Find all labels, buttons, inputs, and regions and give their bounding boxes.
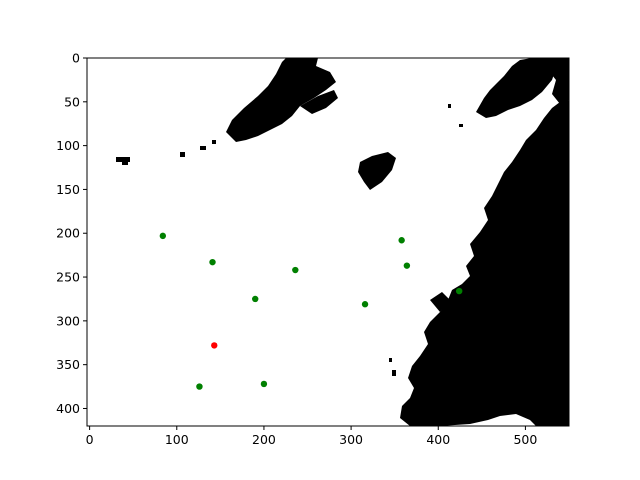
data-point <box>403 262 411 269</box>
data-point <box>196 383 203 390</box>
background-mask-image <box>116 58 569 426</box>
x-tick-label: 200 <box>252 432 276 447</box>
data-point <box>159 232 167 240</box>
data-points <box>159 232 463 390</box>
y-tick-label: 350 <box>56 357 80 372</box>
data-point <box>361 301 369 308</box>
x-axis: 0 100 200 300 400 500 <box>86 426 537 447</box>
x-tick-label: 0 <box>86 432 94 447</box>
data-point <box>209 258 216 266</box>
y-tick-label: 250 <box>56 270 80 285</box>
x-tick-label: 500 <box>513 432 537 447</box>
data-point <box>292 266 299 274</box>
y-tick-label: 200 <box>56 226 80 241</box>
data-point <box>252 295 259 303</box>
data-point <box>455 287 463 295</box>
y-tick-label: 100 <box>56 138 80 153</box>
x-tick-label: 100 <box>165 432 189 447</box>
y-tick-label: 300 <box>56 313 80 328</box>
data-point <box>260 380 268 388</box>
y-tick-label: 50 <box>64 94 80 109</box>
axes-frame <box>86 57 570 427</box>
y-tick-label: 150 <box>56 182 80 197</box>
y-tick-label: 0 <box>72 51 80 66</box>
data-point <box>398 237 405 244</box>
data-point <box>211 342 218 349</box>
x-tick-label: 400 <box>426 432 450 447</box>
y-tick-label: 400 <box>56 401 80 416</box>
x-tick-label: 300 <box>339 432 363 447</box>
y-axis: 0 50 100 150 200 250 300 350 400 <box>56 51 87 416</box>
